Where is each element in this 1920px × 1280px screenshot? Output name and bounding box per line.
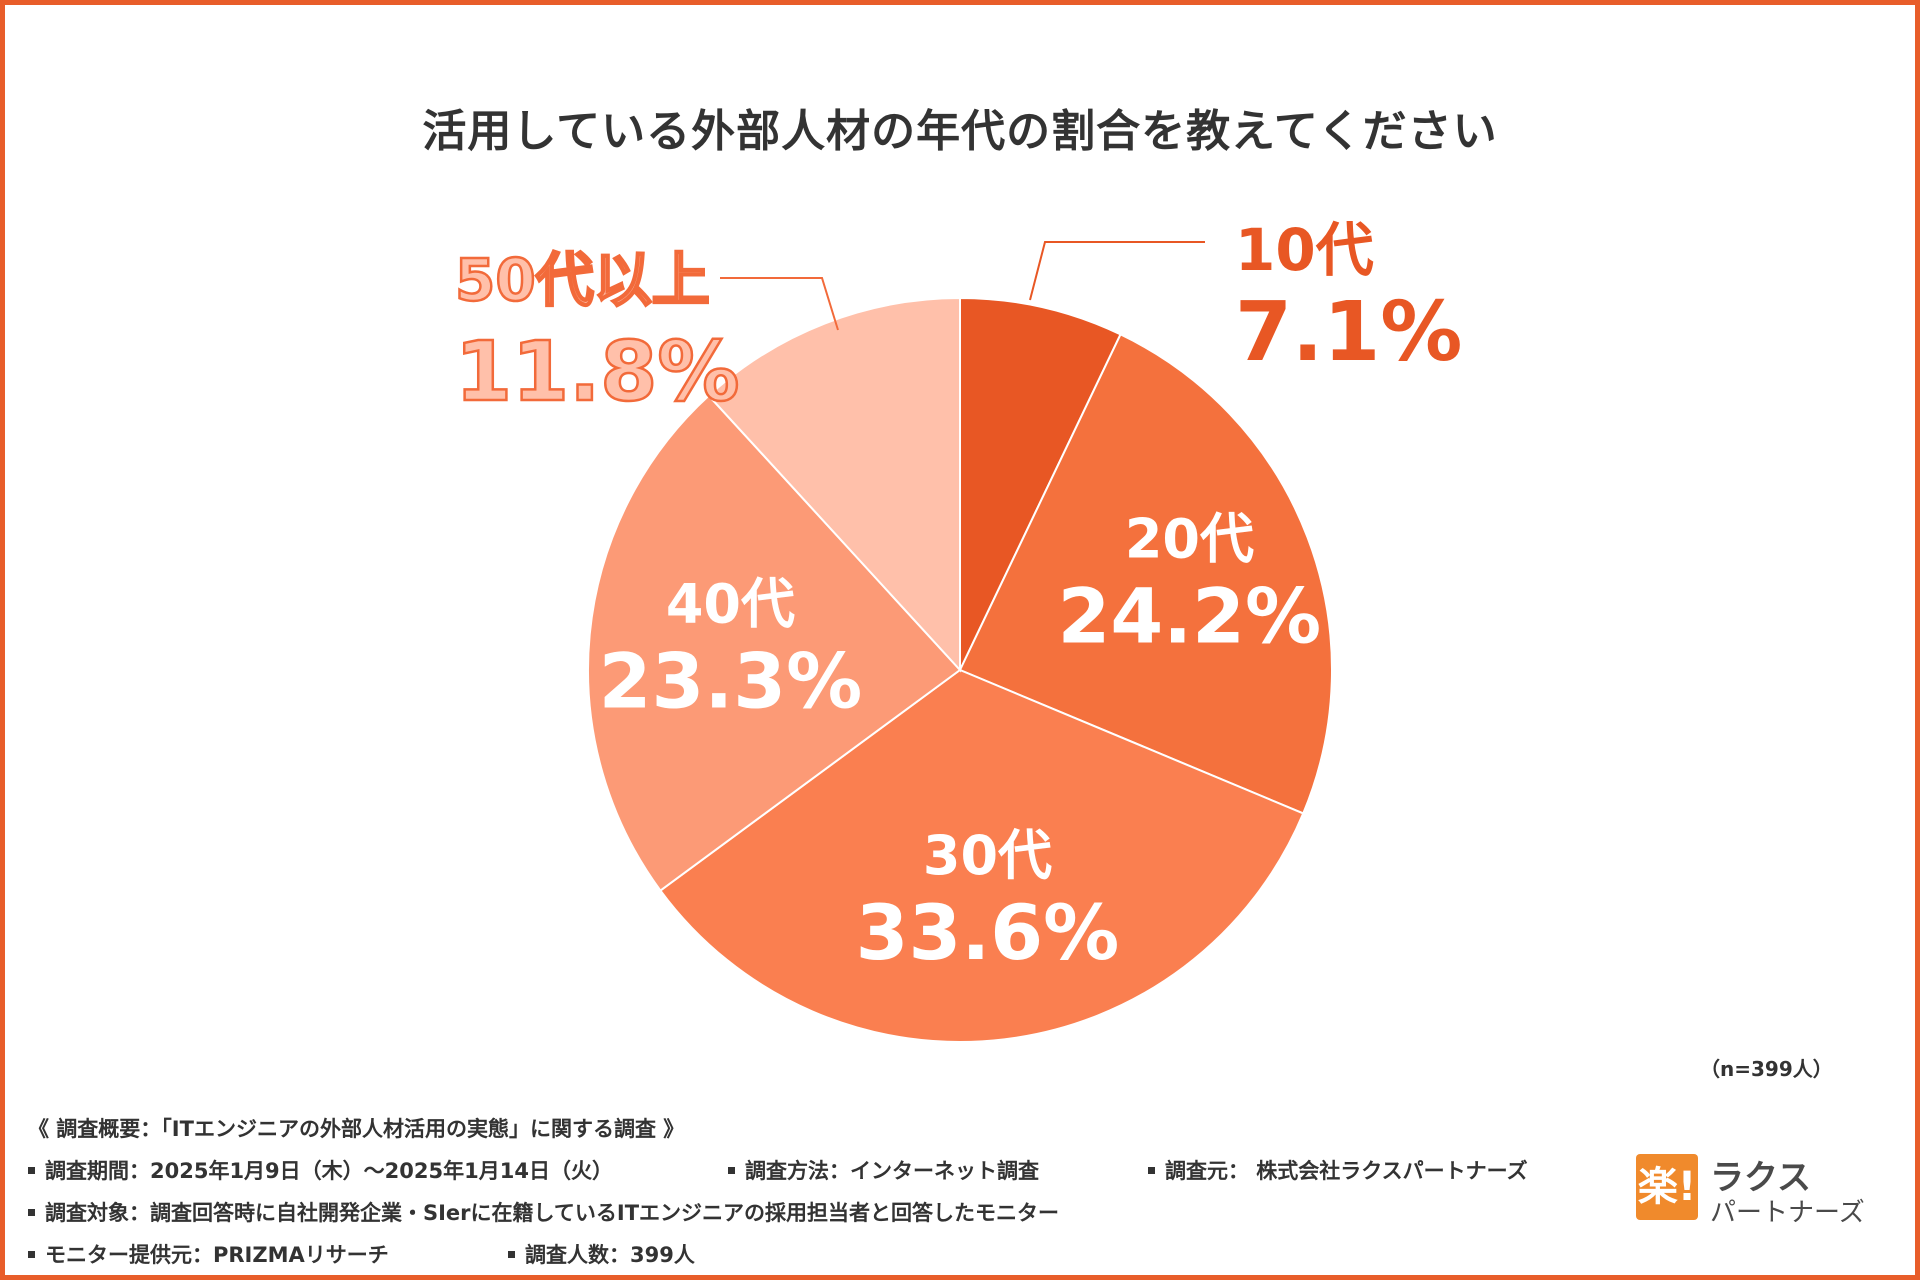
slice-value-label-2: 33.6%	[856, 888, 1120, 977]
bullet-icon	[28, 1208, 35, 1216]
slice-value-label-1: 24.2%	[1058, 571, 1322, 660]
sample-size-note: （n=399人）	[1700, 1057, 1833, 1081]
pie-slice-2	[659, 668, 1305, 1043]
leader-line-0	[1029, 241, 1205, 301]
slice-category-label-3: 40代	[666, 573, 795, 636]
bullet-icon	[728, 1166, 735, 1174]
pie-slice-4	[707, 296, 961, 673]
pie-slice-0	[959, 296, 1122, 671]
leader-line-4	[720, 277, 839, 331]
survey-line-1: 調査期間：2025年1月9日（木）～2025年1月14日（火） 調査方法：インター…	[28, 1150, 1588, 1192]
slice-value-label-3: 23.3%	[599, 637, 863, 726]
logo-sub: パートナーズ	[1710, 1198, 1865, 1228]
logo-name: ラクス	[1710, 1158, 1811, 1198]
slice-category-label-2: 30代	[923, 824, 1052, 887]
survey-period: 調査期間：2025年1月9日（木）～2025年1月14日（火）	[45, 1159, 613, 1183]
pie-slice-1	[958, 333, 1333, 815]
slice-category-label-1: 20代	[1125, 507, 1254, 570]
slice-value-label-0: 7.1%	[1235, 285, 1462, 380]
pie-slice-3	[587, 394, 962, 892]
survey-target: 調査対象：調査回答時に自社開発企業・SIerに在籍しているITエンジニアの採用担…	[45, 1201, 1060, 1225]
survey-source: 調査元： 株式会社ラクスパートナーズ	[1165, 1159, 1528, 1183]
slice-value-label-4: 11.8%	[455, 325, 739, 420]
company-logo: 楽! ラクス パートナーズ	[1636, 1150, 1896, 1230]
chart-title: 活用している外部人材の年代の割合を教えてください	[422, 106, 1498, 157]
survey-notes: 《 調査概要：「ITエンジニアの外部人材活用の実態」に関する調査 》 調査期間：…	[28, 1108, 1588, 1276]
bullet-icon	[28, 1166, 35, 1174]
survey-provider: モニター提供元：PRIZMAリサーチ	[45, 1243, 389, 1267]
survey-respondents: 調査人数：399人	[525, 1243, 695, 1267]
bullet-icon	[508, 1250, 515, 1258]
logo-mark: 楽!	[1636, 1154, 1698, 1220]
slice-category-label-4: 50代以上	[455, 246, 710, 314]
survey-line-3: モニター提供元：PRIZMAリサーチ 調査人数：399人	[28, 1234, 1588, 1276]
bullet-icon	[28, 1250, 35, 1258]
survey-line-2: 調査対象：調査回答時に自社開発企業・SIerに在籍しているITエンジニアの採用担…	[28, 1192, 1588, 1234]
slice-category-label-0: 10代	[1235, 216, 1374, 284]
survey-heading: 《 調査概要：「ITエンジニアの外部人材活用の実態」に関する調査 》	[28, 1117, 685, 1141]
bullet-icon	[1148, 1166, 1155, 1174]
survey-method: 調査方法：インターネット調査	[745, 1159, 1039, 1183]
